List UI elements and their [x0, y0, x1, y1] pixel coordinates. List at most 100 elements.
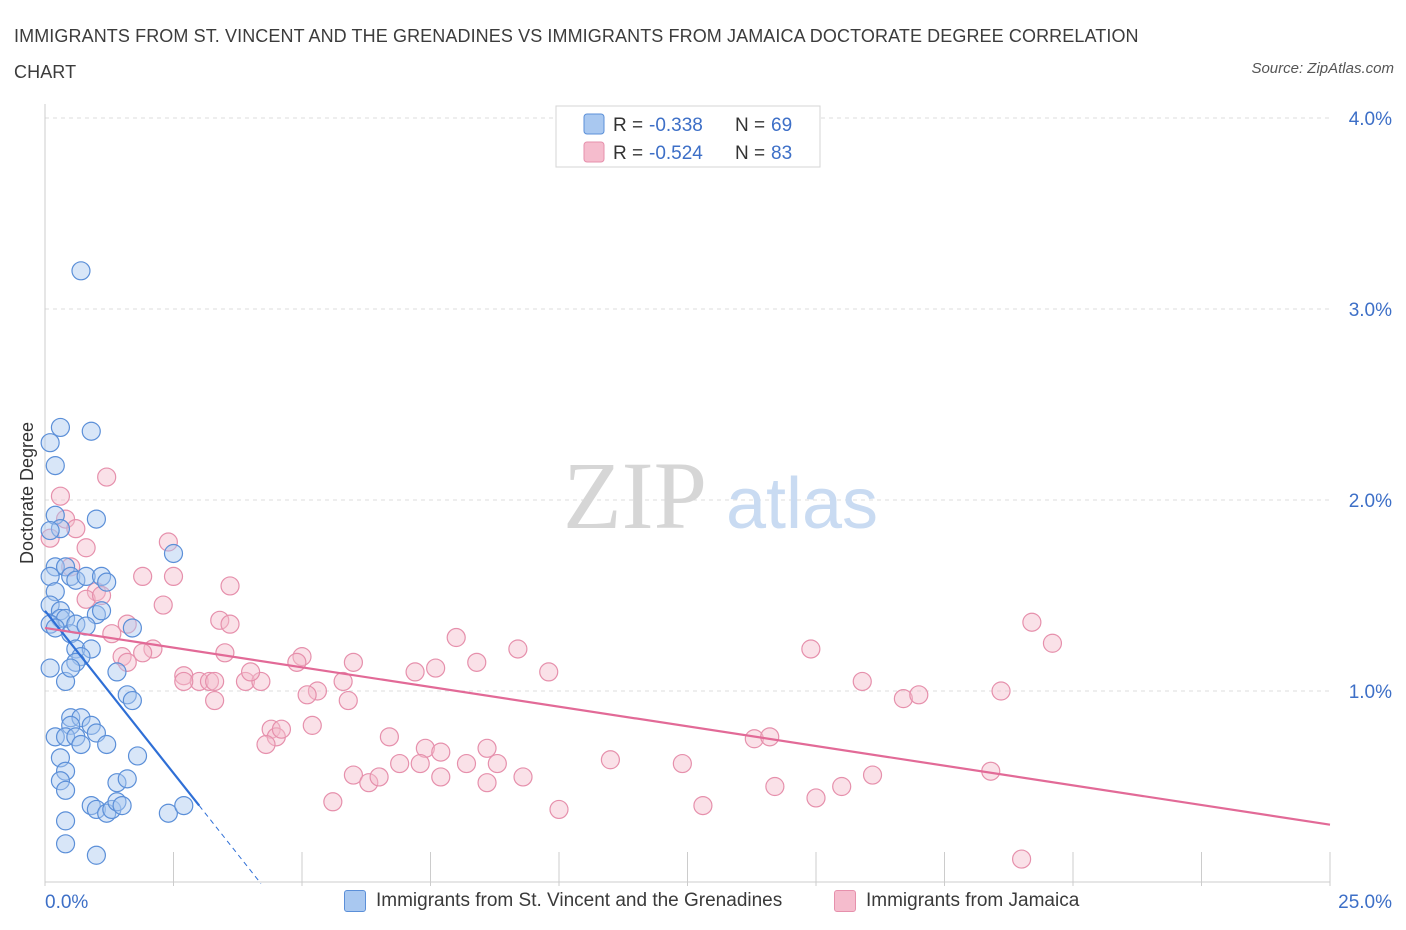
st-vincent-point-40 [71, 708, 91, 728]
st-vincent-point-17 [97, 572, 117, 592]
st-vincent-point-60 [107, 792, 127, 812]
jamaica-point-72 [765, 776, 785, 797]
legend-n-value-blue: 69 [771, 115, 792, 136]
st-vincent-point-48 [97, 734, 117, 755]
legend-n-label-blue: N = [735, 115, 765, 136]
jamaica-point-75 [832, 776, 852, 797]
gridlines [45, 117, 1330, 692]
series-st-vincent-points [40, 261, 194, 865]
jamaica-point-17 [210, 610, 230, 630]
jamaica-point-68 [672, 753, 692, 774]
legend-swatch-blue [583, 113, 605, 135]
jamaica-point-73 [801, 639, 821, 659]
jamaica-point-62 [431, 767, 451, 787]
jamaica-point-37 [446, 627, 466, 648]
st-vincent-point-47 [71, 734, 91, 755]
watermark-zip: ZIP [563, 442, 707, 549]
jamaica-point-59 [343, 765, 363, 785]
st-vincent-point-13 [66, 570, 86, 590]
st-vincent-point-12 [61, 566, 81, 587]
source-label: Source: ZipAtlas.com [1251, 60, 1394, 77]
jamaica-point-49 [256, 734, 276, 755]
st-vincent-point-11 [55, 557, 76, 577]
y-axis-label: Doctorate Degree [17, 422, 37, 564]
st-vincent-point-53 [55, 780, 76, 800]
jamaica-point-31 [241, 662, 261, 682]
jamaica-point-56 [456, 753, 477, 774]
legend-label-jamaica: Immigrants from Jamaica [866, 890, 1080, 911]
legend-item-jamaica: Immigrants from Jamaica [834, 890, 1079, 912]
st-vincent-point-65 [55, 834, 76, 854]
jamaica-point-13 [220, 576, 240, 596]
jamaica-point-22 [215, 643, 235, 663]
jamaica-point-57 [477, 738, 497, 758]
st-vincent-point-55 [117, 769, 137, 789]
st-vincent-point-34 [40, 658, 60, 678]
jamaica-point-60 [359, 773, 379, 793]
jamaica-point-15 [117, 614, 137, 634]
trend-line-jamaica [44, 626, 1331, 826]
jamaica-point-10 [86, 582, 107, 602]
jamaica-point-33 [287, 652, 307, 672]
jamaica-point-77 [862, 765, 883, 785]
jamaica-point-69 [693, 795, 713, 816]
st-vincent-point-50 [127, 746, 148, 766]
jamaica-point-26 [199, 671, 220, 692]
jamaica-point-51 [379, 727, 399, 747]
st-vincent-point-68 [61, 658, 81, 678]
st-vincent-point-9 [163, 543, 184, 564]
st-vincent-point-14 [40, 566, 60, 587]
st-vincent-point-31 [81, 639, 101, 659]
jamaica-point-8 [163, 566, 184, 587]
jamaica-point-39 [508, 639, 528, 659]
series-jamaica-points [40, 467, 1063, 869]
jamaica-point-80 [991, 681, 1011, 701]
x-tick-label-max: 25.0% [1338, 892, 1392, 913]
jamaica-point-38 [467, 652, 487, 672]
jamaica-point-63 [477, 773, 497, 793]
y-tick-label-2: 3.0% [1349, 300, 1392, 321]
jamaica-point-30 [251, 671, 271, 692]
st-vincent-point-57 [86, 799, 107, 820]
jamaica-point-9 [133, 566, 153, 587]
jamaica-point-58 [487, 753, 507, 774]
jamaica-point-1 [55, 509, 76, 529]
trend-lines [44, 610, 1331, 884]
trend-line-st-vincent-extension [198, 805, 262, 884]
jamaica-point-82 [1022, 612, 1042, 632]
jamaica-point-45 [205, 690, 225, 711]
legend-swatch-pink [583, 141, 605, 163]
jamaica-point-25 [189, 671, 209, 692]
jamaica-point-64 [513, 767, 533, 787]
x-tick-label-min: 0.0% [45, 892, 88, 913]
legend-r-value-pink: -0.524 [649, 143, 703, 164]
st-vincent-point-2 [50, 417, 71, 438]
jamaica-point-74 [806, 788, 826, 808]
legend-swatch-jamaica [834, 890, 856, 912]
jamaica-point-32 [292, 647, 312, 667]
st-vincent-point-64 [55, 811, 76, 831]
trend-line-st-vincent [44, 610, 201, 807]
legend-n-value-pink: 83 [771, 143, 792, 164]
st-vincent-point-19 [40, 595, 60, 615]
y-tick-label-1: 2.0% [1349, 491, 1392, 512]
jamaica-point-52 [390, 753, 410, 774]
st-vincent-point-41 [61, 715, 81, 735]
jamaica-point-7 [158, 532, 178, 552]
jamaica-point-36 [426, 658, 446, 678]
legend-item-st-vincent: Immigrants from St. Vincent and the Gren… [344, 890, 782, 912]
watermark-atlas: atlas [726, 464, 878, 544]
jamaica-point-53 [415, 738, 435, 758]
legend-swatch-st-vincent [344, 890, 366, 912]
st-vincent-point-62 [158, 803, 178, 823]
jamaica-point-83 [1042, 633, 1063, 653]
st-vincent-point-44 [45, 727, 65, 747]
jamaica-point-54 [431, 742, 451, 762]
jamaica-point-5 [76, 538, 96, 558]
jamaica-point-2 [66, 519, 86, 539]
axes [44, 104, 1331, 886]
tick-labels: 1.0% 2.0% 3.0% 4.0% 0.0% 25.0% [45, 109, 1392, 913]
jamaica-point-11 [76, 589, 96, 609]
jamaica-point-76 [852, 671, 872, 692]
jamaica-point-20 [133, 643, 153, 663]
